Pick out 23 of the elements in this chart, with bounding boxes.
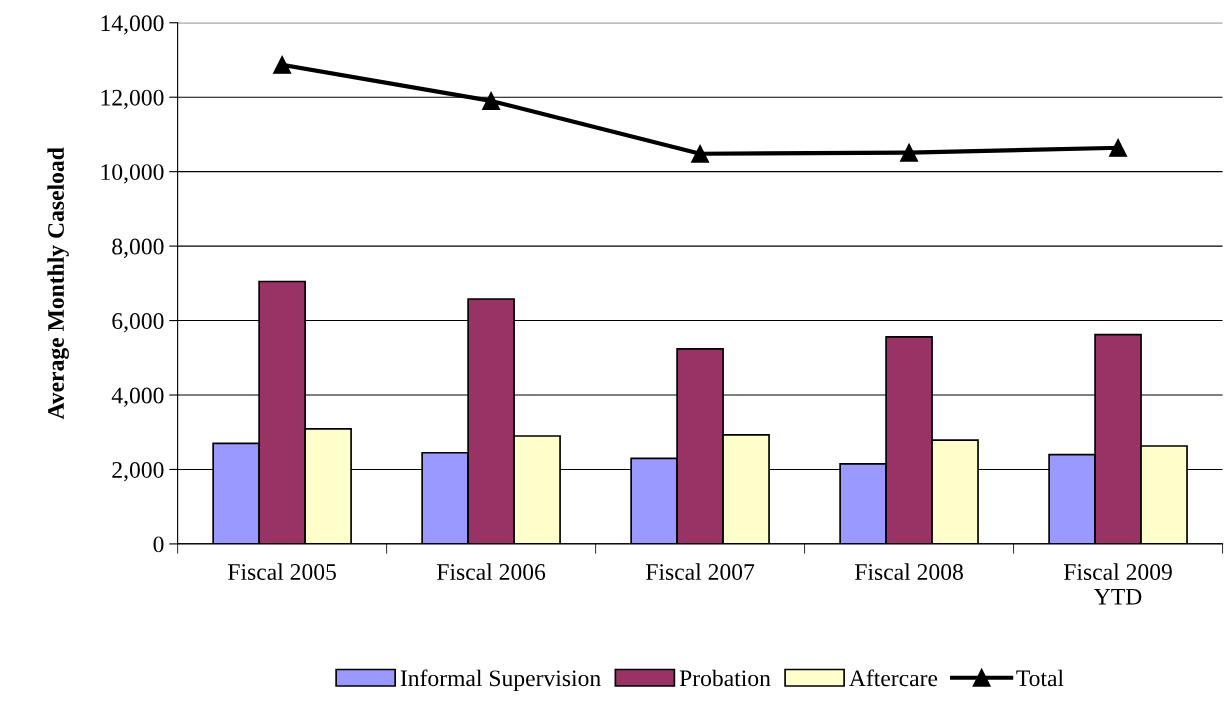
y-tick-label: 14,000	[101, 15, 164, 35]
y-tick-label: 6,000	[112, 313, 164, 333]
x-tick-label: Fiscal 2008	[854, 563, 963, 580]
y-tick-label: 0	[153, 536, 164, 553]
y-tick-label: 12,000	[101, 89, 164, 110]
y-tick-label: 8,000	[112, 238, 164, 258]
point	[691, 144, 710, 163]
point	[1109, 138, 1128, 157]
point	[273, 55, 292, 74]
x-tick-label: Fiscal 2007	[646, 563, 755, 580]
y-tick-label: 10,000	[101, 164, 164, 184]
x-tick-label: Fiscal 2009 YTD	[1063, 563, 1172, 605]
x-tick-label: Fiscal 2005	[228, 563, 336, 580]
x-tick-label: Fiscal 2006	[437, 563, 546, 580]
legend-label: Informal Supervision	[400, 669, 601, 692]
point	[900, 143, 919, 162]
y-axis-title: Average Monthly Caseload	[47, 147, 69, 420]
legend-label: Total	[1016, 669, 1064, 687]
point	[482, 91, 501, 110]
legend-label: Aftercare	[849, 669, 938, 687]
y-tick-label: 2,000	[112, 461, 164, 482]
y-tick-label: 4,000	[111, 387, 164, 407]
legend-label: Probation	[679, 669, 771, 687]
